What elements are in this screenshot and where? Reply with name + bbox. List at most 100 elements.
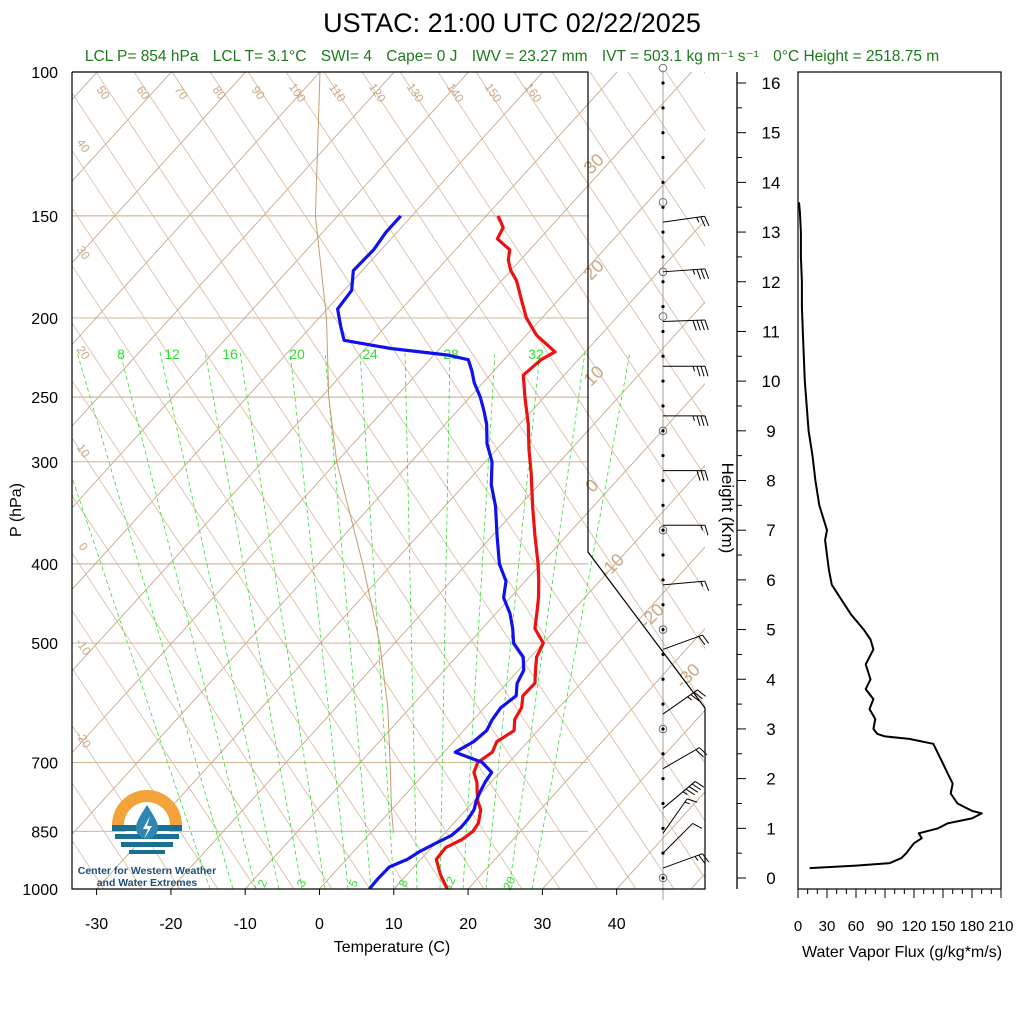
pressure-tick-label: 100 [31, 65, 58, 82]
height-axis-label: Height (Km) [718, 463, 737, 554]
adiabat-label: 40 [74, 136, 93, 155]
wind-barb [662, 781, 705, 809]
isotherm-line [393, 546, 705, 889]
wind-barb-feather [691, 783, 702, 791]
mixing-ratio-line [324, 351, 372, 889]
level-dot [661, 553, 665, 557]
wind-barb [663, 415, 709, 427]
height-tick-label: 1 [766, 819, 775, 838]
wind-barb-feather [698, 854, 706, 864]
isotherm-line [72, 72, 321, 346]
flux-tick-label: 60 [848, 918, 865, 935]
wind-barb-half-feather [700, 581, 704, 587]
level-dot [661, 106, 665, 110]
mixing-ratio-line [159, 351, 280, 889]
dry-adiabat-line [72, 264, 485, 889]
dry-adiabat-line [72, 494, 333, 889]
adiabat-label: 110 [326, 81, 349, 105]
isotherm-line [467, 628, 705, 889]
dry-adiabat-line [0, 0, 28, 889]
dry-adiabat-line [285, 72, 705, 707]
ivt-value: IVT = 503.1 kg m⁻¹ s⁻¹ [601, 48, 759, 65]
dry-adiabat-line [72, 782, 143, 889]
mixing-ratio-line [76, 351, 234, 889]
pressure-tick-label: 400 [31, 557, 58, 574]
level-dot [661, 81, 665, 85]
flux-tick-label: 180 [959, 918, 984, 935]
level-dot [661, 876, 665, 880]
level-circle [658, 63, 668, 73]
wind-barb-feather [704, 366, 709, 377]
wind-barb-feather [694, 781, 705, 788]
mixing-ratio-label: 24 [362, 346, 378, 362]
level-dot [661, 478, 665, 483]
wind-barb [662, 853, 710, 869]
iwv-value: IWV = 23.27 mm [471, 48, 588, 65]
wind-barb [662, 268, 710, 280]
cw3e-emblem-icon [112, 790, 182, 854]
adiabat-label: 20 [74, 343, 93, 362]
level-dot [661, 528, 665, 532]
level-dot [661, 255, 665, 259]
flux-tick-label: 0 [794, 918, 802, 935]
level-dot [661, 379, 665, 383]
isotherm-line [72, 72, 693, 754]
dry-adiabat-line [475, 72, 705, 420]
wind-barb-half-feather [687, 696, 692, 701]
mixing-ratio-label: 3 [294, 877, 310, 889]
height-tick-label: 6 [766, 571, 775, 590]
isotherm-line [72, 72, 618, 672]
wind-barb-half-feather [692, 415, 695, 422]
adiabat-label: -30 [671, 659, 704, 692]
adiabat-label: 30 [74, 243, 93, 262]
dry-adiabat-line [551, 72, 705, 305]
wind-barb-feather [692, 320, 697, 331]
wind-barb-feather [690, 694, 700, 702]
height-tick-label: 16 [762, 74, 781, 93]
dry-adiabat-line [72, 92, 599, 889]
wind-barb-feather [704, 216, 710, 226]
wind-barb [663, 524, 709, 536]
wind-barb-staff [662, 798, 688, 834]
adiabat-label: 80 [210, 83, 229, 102]
lcl-pressure: LCL P= 854 hPa [84, 48, 199, 65]
isotherm-line [318, 464, 705, 889]
mixing-ratio-line [485, 351, 541, 889]
mixing-ratio-line [359, 351, 395, 889]
level-dot [661, 230, 665, 234]
level-dot [661, 627, 665, 632]
adiabat-label: -10 [595, 549, 628, 582]
dry-adiabat-line [72, 552, 295, 889]
dry-adiabat-line [95, 72, 637, 889]
level-dot [661, 702, 665, 706]
adiabat-label: 10 [580, 362, 608, 390]
isotherm-line [72, 72, 172, 182]
wind-barb-staff [662, 781, 696, 809]
pressure-tick-label: 500 [31, 636, 58, 653]
wind-barb-feather [700, 216, 706, 227]
wind-barb-feather [699, 747, 708, 756]
flux-tick-label: 210 [988, 918, 1013, 935]
mixing-ratio-label: 8 [117, 346, 125, 362]
wind-barb-feather [696, 320, 701, 331]
level-dot [661, 603, 665, 607]
adiabat-label: 130 [404, 80, 427, 105]
level-dot [661, 404, 665, 408]
wind-barb [662, 580, 710, 592]
height-tick-label: 3 [766, 720, 775, 739]
sounding-stats: LCL P= 854 hPa LCL T= 3.1°C SWI= 4 Cape=… [0, 47, 1024, 66]
adiabat-label: 70 [172, 83, 191, 102]
isotherm-line [95, 219, 705, 889]
mixing-ratio-label: 20 [289, 346, 305, 362]
level-dot [661, 155, 665, 160]
height-tick-label: 5 [766, 621, 775, 640]
flux-tick-label: 150 [930, 918, 955, 935]
level-circle [658, 312, 668, 321]
mixing-ratio-line [239, 351, 326, 889]
isotherm-line [0, 54, 39, 907]
adiabat-label: 0 [76, 540, 91, 554]
wind-barb-feather [704, 525, 709, 536]
wind-barb [662, 689, 706, 715]
mixing-ratio-line [119, 351, 257, 889]
